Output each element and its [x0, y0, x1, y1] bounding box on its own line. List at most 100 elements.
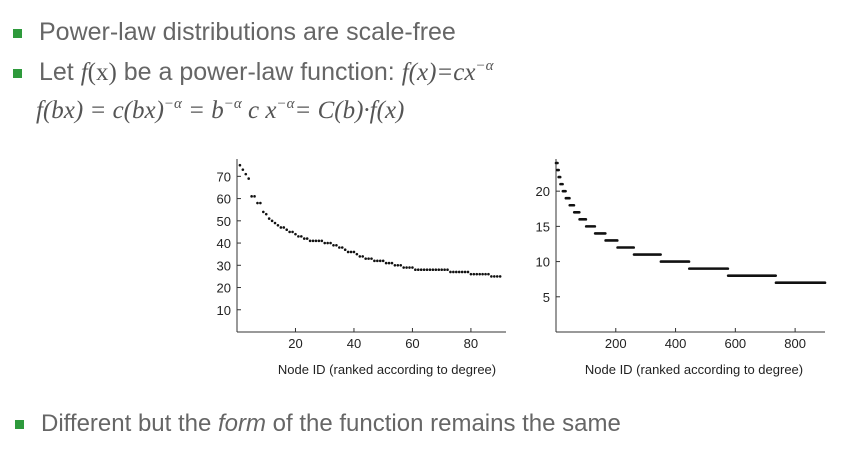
left-chart-data-point	[460, 270, 464, 274]
left-chart-data-point	[443, 268, 446, 272]
left-chart-data-point	[481, 272, 484, 276]
left-chart-data-point	[446, 268, 449, 272]
right-chart-x-tick-label: 600	[724, 336, 746, 351]
left-chart-data-point	[416, 268, 420, 272]
scale-free-equation: f(bx) = c(bx)−α = b−α c x−α= C(b)·f(x)	[36, 96, 404, 125]
left-chart-data-point	[437, 268, 441, 272]
bullet-2-x: (x)	[87, 59, 117, 86]
eq-part-2: = b	[181, 97, 224, 124]
left-chart-data-point	[405, 266, 408, 269]
left-chart-data-point	[297, 235, 300, 238]
left-chart-data-point	[282, 226, 286, 229]
left-chart-data-point	[493, 275, 496, 278]
left-chart-x-tick-label: 40	[347, 336, 361, 351]
bullet-text-2: Let f(x) be a power-law function: f(x)=c…	[39, 58, 493, 87]
left-chart-data-point	[267, 217, 271, 220]
right-chart-x-axis-label: Node ID (ranked according to degree)	[585, 362, 803, 377]
left-chart-data-point	[343, 248, 347, 252]
left-chart-data-point	[241, 168, 245, 171]
left-chart-data-point	[285, 228, 289, 232]
rank-degree-chart-right: 200 400 600 800 5 10 15 20 Node ID (ranked acco…	[536, 159, 827, 377]
left-chart-data-point	[387, 261, 391, 265]
left-chart-data-point	[402, 266, 405, 269]
left-chart-data-point	[393, 263, 397, 267]
right-chart-y-tick-label: 10	[536, 255, 550, 270]
left-chart-data-point	[256, 201, 259, 205]
left-chart-data-point	[364, 257, 367, 260]
left-chart-y-tick-label: 60	[217, 192, 231, 207]
left-chart-data-point	[478, 272, 481, 276]
left-chart-data-point	[270, 219, 274, 223]
left-chart-data-point	[335, 243, 338, 247]
left-chart-data-point	[434, 268, 438, 272]
left-chart-data-point	[463, 270, 467, 274]
left-chart-data-point	[294, 232, 297, 236]
left-chart-data-point	[381, 259, 385, 263]
left-chart-data-point	[273, 221, 277, 225]
eq-exp-3: −α	[276, 96, 295, 112]
left-chart-data-point	[300, 235, 303, 238]
rank-degree-chart-left: 20 40 60 80 10 20 30 40 50 60 70 Node ID (ranked a…	[217, 159, 506, 377]
left-chart-data-point	[326, 241, 329, 245]
eq-exp-2: −α	[223, 96, 242, 112]
left-chart-data-point	[457, 270, 461, 274]
eq-part-1: f(bx) = c(bx)	[36, 97, 164, 124]
left-chart-data-point	[431, 268, 435, 272]
left-chart-data-point	[373, 259, 376, 263]
left-chart-x-tick-label: 20	[288, 336, 302, 351]
bullet-2-formula: f(x)=cx	[401, 59, 476, 86]
left-chart-data-point	[264, 212, 268, 216]
left-chart-data-point	[367, 257, 370, 260]
left-chart-data-point	[314, 239, 318, 243]
left-chart-data-point	[472, 272, 476, 276]
right-chart-x-tick-label: 400	[665, 336, 687, 351]
left-chart-data-point	[352, 250, 356, 254]
left-chart-data-point	[355, 252, 359, 256]
bullet-text-1: Power-law distributions are scale-free	[39, 18, 456, 47]
left-chart-data-point	[376, 259, 379, 263]
left-chart-data-point	[411, 266, 414, 269]
left-chart-data-point	[311, 239, 315, 243]
left-chart-y-tick-label: 70	[217, 169, 231, 184]
left-chart-y-tick-label: 40	[217, 236, 231, 251]
left-chart-data-point	[408, 266, 411, 269]
right-chart-x-tick-label: 800	[784, 336, 806, 351]
left-chart-data-point	[425, 268, 429, 272]
left-chart-data-point	[495, 275, 499, 278]
bullet-2-f: f	[80, 59, 88, 86]
left-chart-data-point	[449, 270, 452, 274]
bullet-marker-1	[13, 29, 22, 38]
bullet-3-emphasis: form	[218, 410, 266, 437]
left-chart-data-point	[320, 239, 324, 243]
left-chart-data-point	[305, 237, 309, 240]
left-chart-y-tick-label: 20	[217, 281, 231, 296]
left-chart-x-tick-label: 60	[405, 336, 419, 351]
left-chart-data-point	[332, 243, 335, 247]
left-chart-data-point	[487, 272, 490, 276]
bullet-2-mid: be a power-law function:	[116, 58, 402, 86]
left-chart-data-point	[361, 255, 365, 258]
left-chart-data-point	[317, 239, 321, 243]
left-chart-data-point	[338, 246, 341, 249]
left-chart-data-point	[384, 261, 388, 265]
left-chart-data-point	[329, 241, 332, 245]
left-chart-y-tick-label: 10	[217, 303, 231, 318]
left-chart-data-point	[238, 163, 242, 167]
left-chart-data-point	[440, 268, 443, 272]
left-chart-data-point	[323, 241, 327, 245]
left-chart-data-point	[466, 270, 470, 274]
left-chart-data-point	[349, 250, 353, 254]
left-chart-data-point	[358, 255, 362, 258]
bullet-2-formula-exponent: −α	[475, 58, 494, 74]
left-chart-x-tick-label: 80	[464, 336, 478, 351]
bullet-2-prefix: Let	[39, 58, 81, 86]
bullet-3-before: Different but the	[41, 410, 218, 437]
left-chart-data-point	[247, 177, 250, 180]
left-chart-data-point	[340, 246, 344, 249]
left-chart-data-point	[259, 201, 262, 205]
left-chart-data-point	[262, 210, 265, 214]
left-chart-x-axis-label: Node ID (ranked according to degree)	[278, 362, 496, 377]
left-chart-y-tick-label: 50	[217, 214, 231, 229]
left-chart-data-point	[279, 226, 283, 229]
left-chart-data-point	[414, 268, 417, 272]
